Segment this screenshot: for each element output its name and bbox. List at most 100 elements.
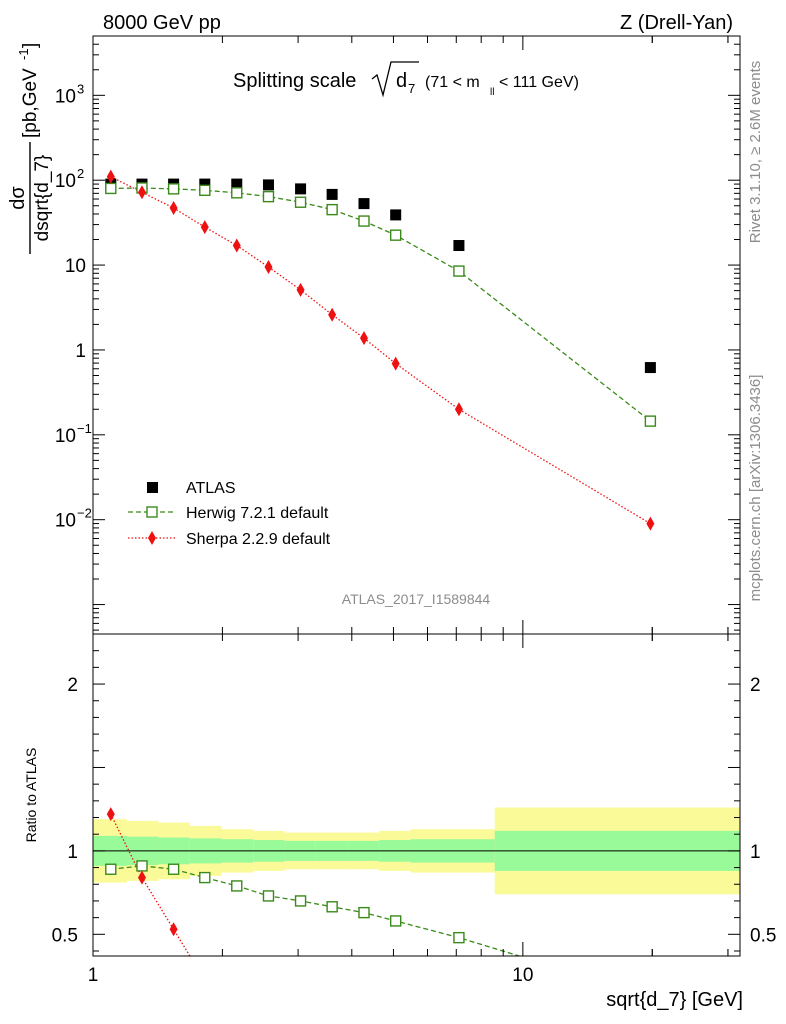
ratio-herwig-point: [358, 906, 370, 919]
atlas-point: [644, 362, 656, 374]
mcplots-info: mcplots.cern.ch [arXiv:1306.3436]: [747, 375, 764, 602]
atlas-point: [453, 240, 465, 252]
ratio-ytick-label-right: 2: [750, 675, 761, 696]
ratio-ylabel: Ratio to ATLAS: [23, 748, 39, 843]
main-ytick-label: 10: [55, 171, 76, 192]
sqrt-sign: [371, 61, 419, 98]
atlas-point: [231, 178, 243, 190]
sherpa-point: [359, 331, 368, 346]
sherpa-point: [232, 238, 241, 253]
sherpa-point: [264, 259, 273, 274]
atlas-point: [262, 179, 274, 191]
sherpa-point: [169, 201, 178, 216]
title-sub: 7: [408, 81, 415, 96]
legend-marker-herwig: [146, 506, 158, 518]
herwig-point: [644, 415, 657, 427]
sherpa-point: [106, 169, 115, 184]
legend-item-herwig: Herwig 7.2.1 default: [128, 505, 329, 522]
legend-marker-atlas: [147, 482, 158, 493]
title-main: Splitting scale: [233, 70, 356, 92]
sherpa-line: [110, 176, 651, 525]
atlas-point: [295, 183, 307, 195]
legend-label-herwig: Herwig 7.2.1 default: [186, 505, 329, 522]
ratio-ytick-label: 0.5: [52, 925, 78, 946]
sherpa-point: [454, 402, 463, 417]
ratio-ytick-label-right: 0.5: [750, 925, 776, 946]
ratio-herwig-point: [389, 915, 402, 927]
ratio-herwig-point: [105, 863, 117, 875]
sherpa-point: [646, 516, 655, 531]
ratio-sherpa-point: [106, 807, 115, 822]
legend-marker-sherpa: [148, 531, 156, 545]
header-right: Z (Drell-Yan): [620, 12, 733, 34]
main-ytick-exponent: 3: [77, 81, 84, 96]
ratio-herwig-point: [167, 863, 180, 875]
herwig-point: [453, 265, 465, 277]
title-range-sub: ll: [490, 87, 494, 98]
herwig-point: [262, 190, 275, 203]
main-ytick-exponent: 2: [77, 166, 84, 181]
ratio-ytick-label: 2: [67, 675, 78, 696]
atlas-point: [390, 209, 402, 221]
ratio-sherpa-point: [169, 922, 178, 937]
ratio-frame: [92, 633, 741, 957]
x-axis-label: sqrt{d_7} [GeV]: [606, 989, 743, 1011]
herwig-point: [231, 187, 243, 199]
sherpa-point: [391, 356, 400, 371]
herwig-point: [389, 229, 402, 241]
atlas-point: [199, 178, 211, 190]
ratio-herwig-point: [199, 871, 211, 884]
ratio-sherpa-point: [137, 870, 146, 885]
main-ytick-label: 1: [75, 341, 86, 362]
ratio-herwig-point: [326, 901, 338, 913]
ylabel-denominator: dsqrt{d_7}: [32, 155, 53, 242]
title-range-pre: (71 < m: [425, 74, 480, 91]
herwig-line: [110, 187, 651, 422]
xtick-label: 10: [512, 965, 533, 986]
legend-item-atlas: ATLAS: [147, 480, 236, 497]
legend-label-sherpa: Sherpa 2.2.9 default: [186, 531, 331, 548]
ratio-herwig-point: [136, 860, 148, 872]
title-sqrt: d: [396, 70, 407, 92]
ratio-herwig-point: [231, 880, 243, 892]
main-ytick-exponent: −2: [77, 506, 92, 521]
herwig-point: [199, 184, 211, 197]
ylabel-numerator: dσ: [7, 186, 29, 210]
ratio-herwig-point: [294, 895, 307, 907]
main-ytick-label: 10: [55, 511, 76, 532]
ratio-herwig-point: [262, 890, 275, 902]
herwig-point: [326, 203, 338, 216]
ylabel-units-sup: -1: [16, 48, 31, 60]
ylabel-units: [pb,GeV: [20, 68, 41, 138]
legend-item-sherpa: Sherpa 2.2.9 default: [128, 531, 331, 548]
main-ytick-label: 10: [65, 256, 86, 277]
ratio-sherpa-line: [110, 813, 191, 956]
xtick-label: 1: [88, 965, 99, 986]
sherpa-point: [328, 307, 337, 322]
main-ytick-exponent: −1: [77, 421, 92, 436]
sherpa-point: [200, 220, 209, 235]
main-ylabel: dσ dsqrt{d_7} [pb,GeV -1 ]: [7, 43, 53, 254]
herwig-point: [167, 183, 180, 195]
sherpa-point: [296, 282, 305, 297]
atlas-point: [358, 198, 370, 210]
main-ytick-label: 10: [55, 426, 76, 447]
legend-label-atlas: ATLAS: [186, 480, 236, 497]
herwig-point: [105, 182, 117, 195]
ratio-herwig-point: [453, 931, 465, 944]
header-left: 8000 GeV pp: [103, 12, 221, 34]
atlas-point: [326, 188, 338, 200]
main-ytick-label: 10: [55, 86, 76, 107]
ylabel-units-end: ]: [20, 43, 41, 48]
plot-title: Splitting scale d 7 (71 < m ll < 111 GeV…: [233, 61, 579, 98]
rivet-info: Rivet 3.1.10, ≥ 2.6M events: [747, 61, 764, 244]
ratio-ytick-label: 1: [67, 842, 78, 863]
legend: ATLAS Herwig 7.2.1 default Sherpa 2.2.9 …: [128, 480, 331, 548]
herwig-point: [358, 215, 370, 227]
herwig-point: [294, 196, 307, 208]
ratio-plot-panel: 0.5 0.5 1 1 2 2 1 10: [52, 633, 776, 986]
title-range-post: < 111 GeV): [499, 74, 579, 91]
sherpa-point: [137, 185, 146, 200]
